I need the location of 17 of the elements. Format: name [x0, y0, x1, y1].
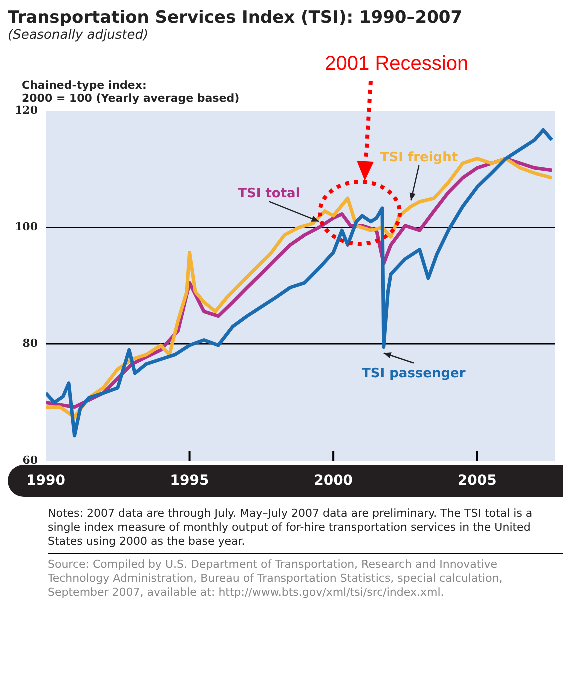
series-label: TSI freight [380, 150, 458, 166]
source-note: Source: Compiled by U.S. Department of Transportation, Research and Innovative Technology Administration, Bureau of Transportation Statistics, special calculation, September 2007, available at: http://www.bts.gov/xml/tsi/src/index.xml. [48, 553, 563, 600]
chart-title: Transportation Services Index (TSI): 1990–2007 [8, 8, 464, 28]
y-axis-title: Chained-type index: 2000 = 100 (Yearly average based) [22, 79, 240, 105]
x-tick-label: 1990 [26, 473, 66, 490]
x-tick-label: 1995 [170, 473, 210, 490]
text: 2001 Recession [325, 53, 469, 76]
x-tick-label: 2005 [458, 473, 497, 490]
y-tick-label: 60 [22, 454, 38, 467]
chart-subtitle: (Seasonally adjusted) [8, 28, 150, 43]
x-tick-label: 2000 [314, 473, 354, 490]
text: TSI passenger [362, 366, 466, 382]
y-tick-label: 100 [15, 220, 38, 234]
text: Notes: 2007 data are through July. May–July 2007 data are preliminary. The TSI total is a single index measure of monthly output of for-hire transportation services in the United States using 2000 as the base year. [48, 507, 534, 549]
y-tick-label: 80 [22, 337, 38, 350]
text: TSI total [238, 186, 300, 202]
y-tick-label: 120 [15, 104, 38, 117]
